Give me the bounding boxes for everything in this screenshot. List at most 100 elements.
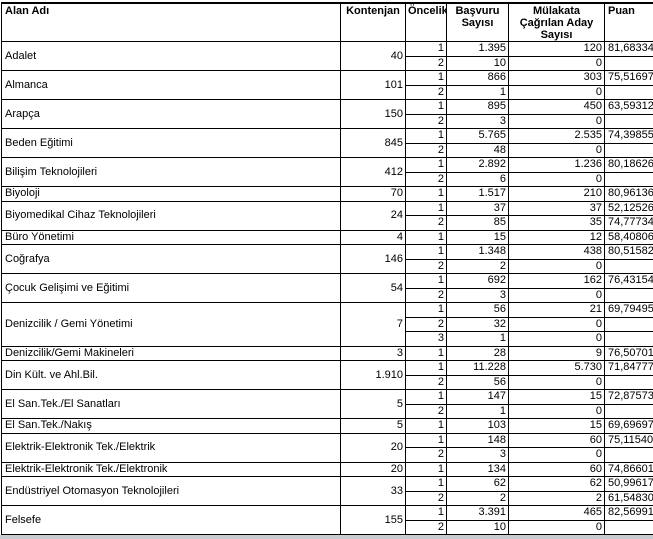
cell-oncelik: 2 — [405, 287, 447, 303]
table-row: 2 10 0 — [2, 55, 653, 71]
cell-oncelik: 1 — [405, 302, 447, 318]
cell-puan — [604, 113, 653, 129]
cell-oncelik: 2 — [405, 171, 447, 187]
cell-oncelik: 1 — [405, 70, 447, 86]
cell-basvuru-sayisi: 5.765 — [446, 128, 509, 144]
cell-basvuru-sayisi: 56 — [446, 374, 509, 390]
cell-kontenjan: 5 — [340, 418, 406, 434]
cell-puan — [604, 84, 653, 100]
cell-basvuru-sayisi: 3.391 — [446, 505, 509, 521]
cell-mulakata-cagrilan: 12 — [508, 229, 605, 245]
cell-oncelik: 1 — [405, 186, 447, 202]
cell-mulakata-cagrilan: 0 — [508, 374, 605, 390]
table-row: 2 85 35 74,77734 — [2, 215, 653, 231]
cell-mulakata-cagrilan: 1.236 — [508, 157, 605, 173]
cell-kontenjan: 101 — [340, 70, 406, 100]
header-basvuru-sayisi: Başvuru Sayısı — [446, 2, 509, 42]
cell-alan-adi: Biyomedikal Cihaz Teknolojileri — [1, 200, 341, 231]
table-row: 2 32 0 — [2, 316, 653, 332]
cell-kontenjan: 54 — [340, 273, 406, 303]
cell-basvuru-sayisi: 1.348 — [446, 244, 509, 260]
cell-kontenjan: 412 — [340, 157, 406, 187]
cell-kontenjan: 146 — [340, 244, 406, 274]
cell-basvuru-sayisi: 15 — [446, 229, 509, 245]
cell-basvuru-sayisi: 10 — [446, 519, 509, 535]
cell-alan-adi: Elektrik-Elektronik Tek./Elektrik — [1, 432, 341, 463]
cell-oncelik: 1 — [405, 360, 447, 376]
cell-puan: 74,39855 — [604, 128, 653, 144]
cell-mulakata-cagrilan: 0 — [508, 84, 605, 100]
cell-puan: 76,43154 — [604, 273, 653, 289]
cell-puan — [604, 316, 653, 332]
table-row: Beden Eğitimi 845 1 5.765 2.535 74,39855 — [1, 128, 653, 158]
cell-oncelik: 2 — [405, 403, 447, 419]
table-row: Elektrik-Elektronik Tek./Elektronik 20 1 13… — [1, 461, 653, 477]
cell-oncelik: 1 — [405, 99, 447, 115]
cell-alan-adi: El San.Tek./Nakış — [1, 418, 341, 434]
cell-puan: 82,56991 — [604, 505, 653, 521]
cell-kontenjan: 5 — [340, 389, 406, 419]
cell-puan — [604, 403, 653, 419]
cell-oncelik: 1 — [405, 244, 447, 260]
header-row: Alan Adı Kontenjan Öncelik Başvuru Sayıs… — [1, 2, 653, 42]
cell-puan: 75,11540 — [604, 432, 653, 448]
cell-mulakata-cagrilan: 0 — [508, 171, 605, 187]
cell-oncelik: 1 — [405, 229, 447, 245]
cell-puan: 69,69697 — [604, 418, 653, 434]
cell-basvuru-sayisi: 3 — [446, 287, 509, 303]
cell-mulakata-cagrilan: 2.535 — [508, 128, 605, 144]
cell-alan-adi: Elektrik-Elektronik Tek./Elektronik — [1, 461, 341, 477]
cell-puan: 75,51697 — [604, 70, 653, 86]
table-body: Adalet 40 1 1.395 120 81,68334 2 10 0 Almanca 101 1… — [1, 41, 653, 535]
cell-puan: 80,51582 — [604, 244, 653, 260]
cell-oncelik: 2 — [405, 519, 447, 535]
table-row: Endüstriyel Otomasyon Teknolojileri 33 1 62… — [1, 476, 653, 506]
cell-puan: 74,77734 — [604, 215, 653, 231]
header-alan-adi: Alan Adı — [1, 2, 341, 42]
header-kontenjan: Kontenjan — [340, 2, 406, 42]
cell-oncelik: 1 — [405, 461, 447, 477]
table-row: Almanca 101 1 866 303 75,51697 — [1, 70, 653, 100]
table-row: Biyoloji 70 1 1.517 210 80,96136 — [1, 186, 653, 202]
cell-basvuru-sayisi: 56 — [446, 302, 509, 318]
cell-oncelik: 2 — [405, 316, 447, 332]
cell-oncelik: 1 — [405, 157, 447, 173]
cell-basvuru-sayisi: 10 — [446, 55, 509, 71]
table-row: Denizcilik / Gemi Yönetimi 7 1 56 21 69,79495 — [1, 302, 653, 347]
cell-oncelik: 1 — [405, 432, 447, 448]
cell-oncelik: 1 — [405, 418, 447, 434]
cell-puan — [604, 331, 653, 347]
cell-puan: 63,59312 — [604, 99, 653, 115]
cell-mulakata-cagrilan: 2 — [508, 490, 605, 506]
cell-mulakata-cagrilan: 21 — [508, 302, 605, 318]
cell-puan: 50,99617 — [604, 476, 653, 492]
cell-puan: 61,54830 — [604, 490, 653, 506]
cell-mulakata-cagrilan: 303 — [508, 70, 605, 86]
table-row: Din Kült. ve Ahl.Bil. 1.910 1 11.228 5.730 71… — [1, 360, 653, 390]
cell-kontenjan: 40 — [340, 41, 406, 71]
cell-mulakata-cagrilan: 15 — [508, 389, 605, 405]
cell-mulakata-cagrilan: 210 — [508, 186, 605, 202]
cell-basvuru-sayisi: 1 — [446, 331, 509, 347]
cell-mulakata-cagrilan: 37 — [508, 200, 605, 216]
table-row: Büro Yönetimi 4 1 15 12 58,40806 — [1, 229, 653, 245]
cell-puan — [604, 55, 653, 71]
cell-alan-adi: Coğrafya — [1, 244, 341, 274]
cell-puan — [604, 258, 653, 274]
table-row: Elektrik-Elektronik Tek./Elektrik 20 1 148 6… — [1, 432, 653, 463]
table-row: Çocuk Gelişimi ve Eğitimi 54 1 692 162 76,431… — [1, 273, 653, 303]
cell-mulakata-cagrilan: 162 — [508, 273, 605, 289]
cell-alan-adi: Büro Yönetimi — [1, 229, 341, 245]
cell-puan — [604, 374, 653, 390]
cell-puan — [604, 142, 653, 158]
cell-oncelik: 2 — [405, 374, 447, 390]
cell-basvuru-sayisi: 1.395 — [446, 41, 509, 57]
cell-basvuru-sayisi: 3 — [446, 447, 509, 463]
